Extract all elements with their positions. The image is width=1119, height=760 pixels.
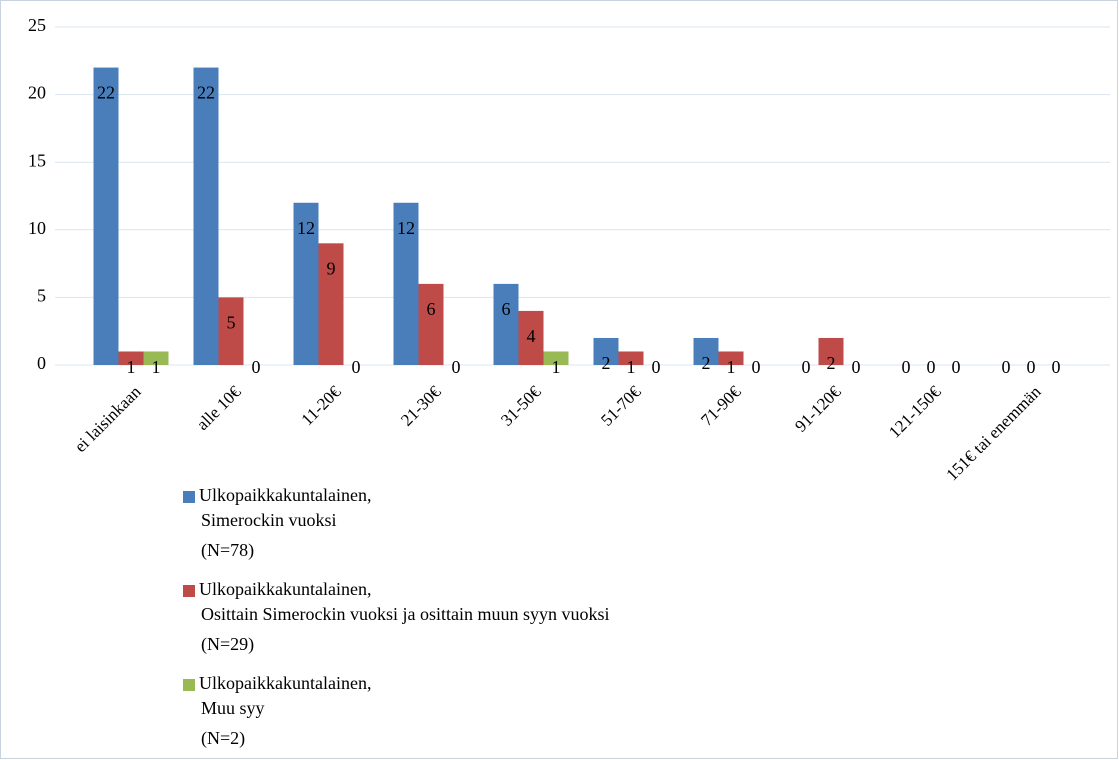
data-label: 1 <box>727 357 736 377</box>
data-label: 1 <box>152 357 161 377</box>
bar <box>543 351 569 365</box>
data-label: 2 <box>602 353 611 373</box>
data-label: 0 <box>952 357 961 377</box>
data-label: 12 <box>397 218 415 238</box>
data-label: 1 <box>127 357 136 377</box>
legend-swatch <box>183 491 195 503</box>
legend-label: Ulkopaikkakuntalainen, Simerockin vuoksi(… <box>199 485 371 561</box>
y-tick-label: 20 <box>28 83 46 103</box>
bar <box>218 297 244 365</box>
bar <box>418 283 444 365</box>
data-label: 0 <box>802 357 811 377</box>
data-label: 0 <box>1027 357 1036 377</box>
bar <box>493 283 519 365</box>
bar <box>393 202 419 365</box>
bar <box>293 202 319 365</box>
data-label: 2 <box>827 353 836 373</box>
data-label: 5 <box>227 313 236 333</box>
data-label: 22 <box>97 83 115 103</box>
data-label: 0 <box>1002 357 1011 377</box>
bar <box>593 337 619 365</box>
data-label: 0 <box>252 357 261 377</box>
y-tick-label: 5 <box>37 286 46 306</box>
bar <box>118 351 144 365</box>
legend-swatch <box>183 679 195 691</box>
bar <box>93 67 119 365</box>
data-label: 0 <box>1052 357 1061 377</box>
data-label: 0 <box>352 357 361 377</box>
y-tick-label: 15 <box>28 150 46 170</box>
data-label: 0 <box>652 357 661 377</box>
legend-label: Ulkopaikkakuntalainen, Osittain Simerocki… <box>199 579 610 655</box>
y-tick-label: 10 <box>28 218 46 238</box>
bar <box>618 351 644 365</box>
bar <box>818 337 844 365</box>
y-tick-label: 0 <box>37 353 46 373</box>
legend-swatch <box>183 585 195 597</box>
data-label: 0 <box>452 357 461 377</box>
bar <box>518 310 544 365</box>
data-label: 1 <box>627 357 636 377</box>
bar <box>193 67 219 365</box>
bar <box>693 337 719 365</box>
bar <box>718 351 744 365</box>
data-label: 0 <box>852 357 861 377</box>
data-label: 6 <box>502 299 511 319</box>
data-label: 22 <box>197 83 215 103</box>
data-label: 0 <box>902 357 911 377</box>
y-tick-label: 25 <box>28 15 46 35</box>
data-label: 12 <box>297 218 315 238</box>
data-label: 4 <box>527 326 536 346</box>
data-label: 6 <box>427 299 436 319</box>
data-label: 1 <box>552 357 561 377</box>
legend-label: Ulkopaikkakuntalainen, Muu syy (N=2) <box>199 673 371 749</box>
bar <box>318 243 344 365</box>
data-label: 0 <box>927 357 936 377</box>
data-label: 9 <box>327 258 336 278</box>
bar <box>143 351 169 365</box>
data-label: 2 <box>702 353 711 373</box>
data-label: 0 <box>752 357 761 377</box>
